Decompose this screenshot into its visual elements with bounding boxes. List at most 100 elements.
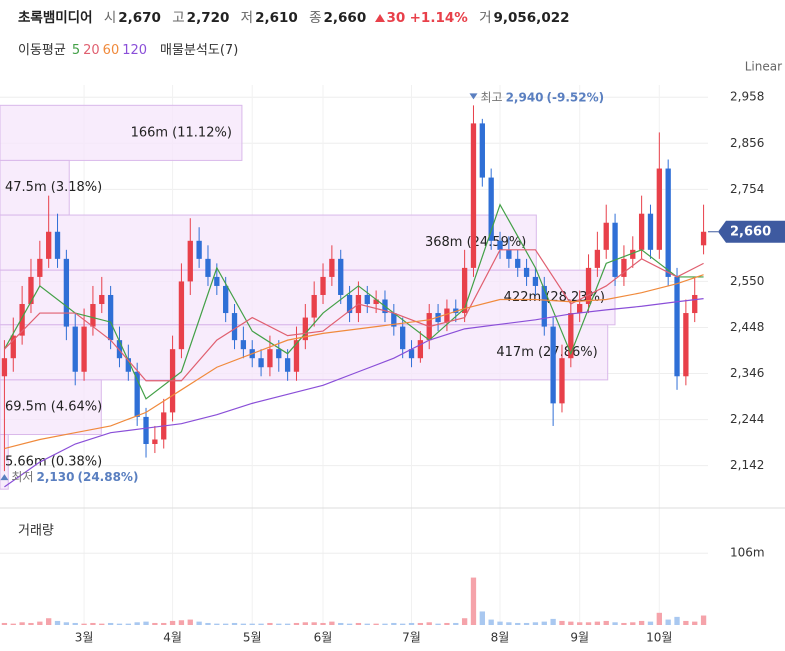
volume-bar [700,615,707,625]
legend-entry: 5 [71,43,81,58]
label: 고 [172,10,185,26]
change-pct: +1.14% [409,10,468,26]
candle-body [594,249,601,268]
volume-bar [1,622,8,625]
marker-text: 최고 2,940 (-9.52%) [480,90,604,104]
volume-bar [577,622,583,625]
volume-bar [594,621,601,625]
candle-body [656,168,662,250]
legend-entry: 120 [122,43,148,58]
candle-body [523,267,530,277]
volume-bar [355,622,362,625]
profile-label: 47.5m (3.18%) [5,180,102,195]
volume-bar [81,623,87,625]
volume-bar [400,623,406,625]
volume-bar [523,622,530,625]
candle-body [692,294,698,314]
candle-body [346,294,353,314]
candle-body [391,313,397,327]
scale-label: Linear [745,60,782,74]
volume-bar [329,621,335,625]
candle-body [178,281,185,350]
volume-bar [223,623,229,625]
volume-bar [293,622,300,625]
x-tick-label: 5월 [243,631,262,645]
x-tick-label: 3월 [75,631,94,645]
volume-bar [346,623,353,625]
candle-body [284,358,291,372]
volume-bar [214,623,220,625]
volume-bar [54,620,61,625]
profile-title: 매물분석도(7) [160,43,239,58]
marker-label: 최저 [11,470,33,484]
volume-bar [90,622,96,625]
volume-bar [28,622,34,625]
volume-title: 거래량 [18,524,54,539]
candle-body [621,258,627,277]
candle-body [107,294,114,341]
candle-body [81,326,87,372]
candle-body [488,177,494,241]
high: 2,720 [186,10,230,26]
volume-bar [187,619,193,625]
profile-band [0,214,537,271]
marker-label: 최고 [480,90,502,104]
marker-price: 2,130 [37,470,75,484]
profile-band [0,104,243,161]
volume-bar [532,622,539,625]
marker-text: 최저 2,130 (24.88%) [11,470,138,484]
legend-entry: 60 [102,43,120,58]
profile-label: 166m (11.12%) [131,125,232,140]
candle-body [196,240,202,259]
candle-body [143,416,149,445]
y-tick-label: 2,142 [730,458,764,472]
candle-body [444,308,450,323]
candle-body [577,304,583,314]
label: 저 [240,10,254,26]
volume-bar [72,622,78,625]
volume-bar [408,622,415,625]
close: 2,660 [323,10,367,26]
marker-arrow [0,474,9,481]
candle-body [647,213,654,250]
candle-body [37,258,43,277]
volume-bar [550,618,556,625]
volume-bar [683,620,689,625]
volume-bar [488,619,494,625]
volume-bar [10,623,16,625]
volume-bar [240,623,247,625]
volume-bar [46,618,52,625]
marker-price: 2,940 [506,90,544,104]
legend-title: 이동평균 [18,43,66,58]
marker-change: (24.88%) [77,470,138,484]
volume-bar [169,620,176,625]
candle-body [28,276,34,305]
y-tick-label: 2,448 [730,320,764,334]
volume-bar [373,623,379,625]
volume-bar [559,620,565,625]
candle-body [19,304,25,336]
marker-change: (-9.52%) [547,90,605,104]
candle-body [223,285,229,314]
volume-bar [152,622,158,625]
x-tick-label: 9월 [570,631,589,645]
volume-bar [276,623,282,625]
volume-bar [435,623,441,625]
volume-bar [320,622,326,625]
volume-bar [515,622,521,625]
volume-bar [231,622,238,625]
candle-body [46,231,52,259]
candle-body [515,258,521,268]
candle-body [302,317,308,341]
candle-body [258,358,264,368]
candle-body [267,349,273,368]
candle-body [532,276,539,286]
legend: 이동평균 5 20 60 120 매물분석도(7) [18,39,244,58]
candle-body [240,340,247,350]
candle-body [205,258,211,277]
volume-bar [470,577,477,625]
y-tick-label: 2,958 [730,90,764,104]
candle-body [559,358,565,404]
candle-body [683,313,689,377]
